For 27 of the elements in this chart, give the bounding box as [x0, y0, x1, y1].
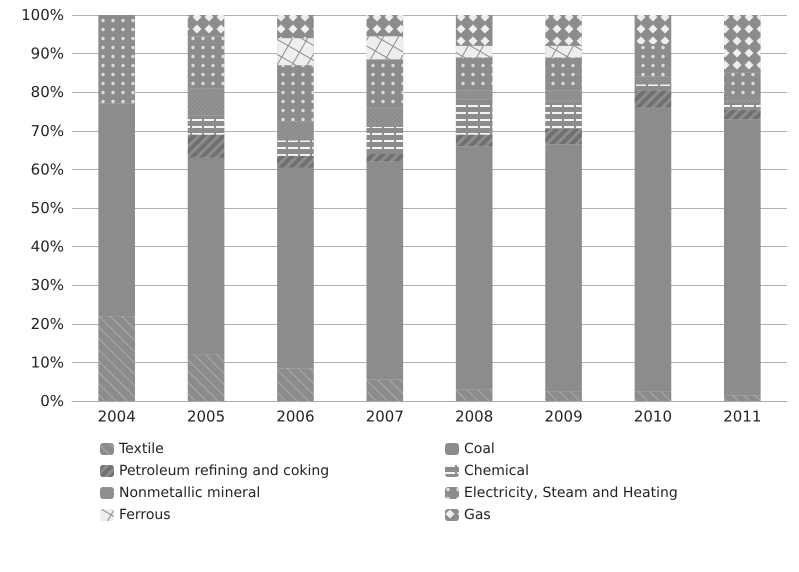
x-tick-label: 2004	[98, 408, 136, 426]
legend-label: Coal	[464, 441, 495, 457]
y-tick-label: 90%	[30, 44, 64, 63]
legend-label: Petroleum refining and coking	[119, 463, 330, 479]
x-tick-label: 2007	[366, 408, 404, 426]
y-tick-label: 70%	[30, 122, 64, 140]
y-tick-label: 20%	[30, 314, 64, 333]
x-tick-label: 2008	[455, 408, 494, 426]
legend-label: Ferrous	[119, 507, 171, 523]
y-tick-label: 30%	[30, 276, 64, 294]
y-tick-label: 100%	[21, 6, 64, 24]
y-tick-label: 50%	[30, 199, 64, 217]
legend-label: Chemical	[464, 463, 529, 479]
legend-label: Textile	[118, 441, 164, 457]
legend-label: Nonmetallic mineral	[119, 485, 260, 501]
legend-label: Electricity, Steam and Heating	[464, 485, 678, 501]
y-tick-label: 60%	[30, 160, 64, 178]
x-tick-label: 2006	[276, 408, 315, 426]
y-tick-label: 80%	[30, 83, 64, 102]
y-tick-label: 10%	[30, 353, 64, 372]
x-tick-label: 2011	[723, 408, 762, 426]
y-tick-label: 40%	[30, 238, 64, 256]
x-tick-label: 2009	[544, 408, 583, 426]
x-tick-label: 2005	[186, 408, 226, 426]
legend-label: Gas	[464, 507, 491, 523]
x-tick-label: 2010	[634, 408, 672, 426]
y-tick-label: 0%	[40, 392, 64, 410]
